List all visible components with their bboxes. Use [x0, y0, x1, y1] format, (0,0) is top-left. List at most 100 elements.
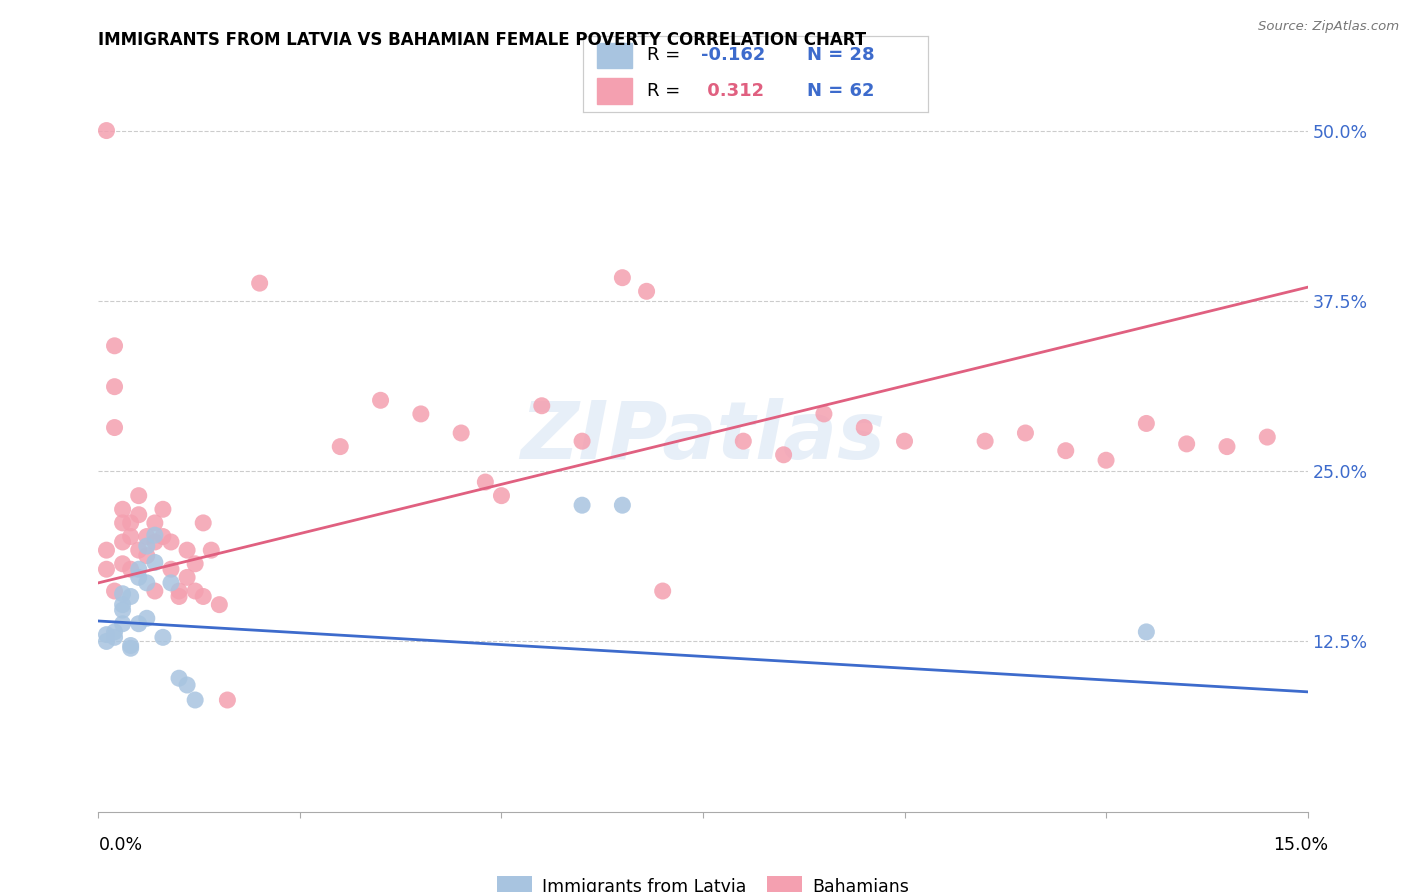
Point	[111, 587, 134, 601]
Point	[111, 535, 134, 549]
Point	[111, 502, 134, 516]
Point	[160, 535, 183, 549]
Point	[143, 528, 166, 542]
Point	[128, 489, 150, 503]
Point	[208, 598, 231, 612]
Point	[1135, 417, 1157, 431]
Text: -0.162: -0.162	[700, 46, 765, 64]
Point	[1095, 453, 1118, 467]
Point	[120, 562, 142, 576]
Point	[128, 508, 150, 522]
Text: Source: ZipAtlas.com: Source: ZipAtlas.com	[1258, 20, 1399, 33]
Point	[974, 434, 997, 449]
Point	[143, 556, 166, 570]
Point	[772, 448, 794, 462]
Point	[167, 584, 190, 599]
Point	[103, 420, 125, 434]
Point	[370, 393, 392, 408]
Point	[1256, 430, 1278, 444]
Text: R =: R =	[647, 46, 686, 64]
Point	[135, 549, 157, 563]
Point	[135, 575, 157, 590]
Point	[813, 407, 835, 421]
Point	[176, 678, 198, 692]
Point	[184, 584, 207, 599]
Point	[612, 498, 634, 512]
Point	[176, 570, 198, 584]
Point	[143, 516, 166, 530]
Point	[120, 516, 142, 530]
Point	[128, 570, 150, 584]
Point	[120, 590, 142, 604]
Bar	[598, 78, 631, 104]
Point	[571, 498, 593, 512]
Point	[96, 543, 118, 558]
Point	[143, 584, 166, 599]
Point	[1054, 443, 1077, 458]
Point	[409, 407, 432, 421]
Point	[733, 434, 755, 449]
Point	[152, 529, 174, 543]
Point	[152, 502, 174, 516]
Point	[1014, 425, 1036, 440]
Point	[612, 270, 634, 285]
Text: N = 62: N = 62	[807, 82, 875, 100]
Point	[135, 539, 157, 553]
Point	[474, 475, 496, 489]
Point	[160, 562, 183, 576]
Point	[167, 590, 190, 604]
Point	[530, 399, 553, 413]
Point	[111, 603, 134, 617]
Point	[120, 641, 142, 656]
Point	[1175, 437, 1198, 451]
Point	[103, 584, 125, 599]
Point	[450, 425, 472, 440]
Point	[249, 276, 271, 290]
Point	[128, 562, 150, 576]
Point	[1216, 440, 1239, 454]
Point	[184, 557, 207, 571]
Point	[193, 590, 215, 604]
Point	[200, 543, 222, 558]
Point	[853, 420, 876, 434]
Point	[103, 379, 125, 393]
Point	[167, 671, 190, 685]
Point	[96, 634, 118, 648]
Point	[111, 616, 134, 631]
Point	[329, 440, 352, 454]
Point	[491, 489, 513, 503]
Point	[176, 543, 198, 558]
Point	[571, 434, 593, 449]
Text: IMMIGRANTS FROM LATVIA VS BAHAMIAN FEMALE POVERTY CORRELATION CHART: IMMIGRANTS FROM LATVIA VS BAHAMIAN FEMAL…	[98, 31, 866, 49]
Text: N = 28: N = 28	[807, 46, 875, 64]
Point	[111, 557, 134, 571]
Point	[217, 693, 239, 707]
Legend: Immigrants from Latvia, Bahamians: Immigrants from Latvia, Bahamians	[489, 869, 917, 892]
Point	[152, 631, 174, 645]
Point	[103, 631, 125, 645]
Point	[120, 529, 142, 543]
Text: R =: R =	[647, 82, 686, 100]
Point	[96, 562, 118, 576]
Point	[111, 598, 134, 612]
Point	[636, 285, 658, 299]
Text: ZIPatlas: ZIPatlas	[520, 398, 886, 476]
Point	[120, 639, 142, 653]
Point	[96, 627, 118, 641]
Point	[160, 575, 183, 590]
Point	[135, 529, 157, 543]
Point	[103, 624, 125, 639]
Point	[893, 434, 915, 449]
Point	[128, 543, 150, 558]
Text: 15.0%: 15.0%	[1274, 836, 1329, 854]
Point	[103, 339, 125, 353]
Text: 0.0%: 0.0%	[98, 836, 142, 854]
Point	[96, 123, 118, 137]
Text: 0.312: 0.312	[700, 82, 763, 100]
Point	[1135, 624, 1157, 639]
Point	[193, 516, 215, 530]
Point	[184, 693, 207, 707]
Point	[111, 516, 134, 530]
Point	[135, 611, 157, 625]
Point	[651, 584, 673, 599]
